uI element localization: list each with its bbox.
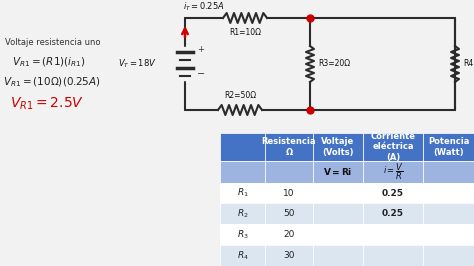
Text: R4=30Ω: R4=30Ω bbox=[463, 60, 474, 69]
Bar bbox=[313, 133, 363, 161]
Text: R2=50Ω: R2=50Ω bbox=[224, 91, 256, 100]
Text: $V_{R1} = (R1)(i_{R1})$: $V_{R1} = (R1)(i_{R1})$ bbox=[12, 55, 86, 69]
Text: 50: 50 bbox=[283, 209, 295, 218]
Text: Voltaje
(Volts): Voltaje (Volts) bbox=[321, 137, 355, 157]
Bar bbox=[220, 224, 265, 245]
Text: $R_4$: $R_4$ bbox=[237, 249, 248, 262]
Bar bbox=[363, 161, 423, 183]
Bar bbox=[220, 133, 265, 161]
Bar bbox=[423, 161, 474, 183]
Text: +: + bbox=[197, 45, 204, 55]
Bar bbox=[265, 203, 313, 224]
Bar bbox=[363, 203, 423, 224]
Text: 30: 30 bbox=[283, 251, 295, 260]
Text: $R_2$: $R_2$ bbox=[237, 208, 248, 220]
Text: $R_1$: $R_1$ bbox=[237, 187, 248, 199]
Bar bbox=[313, 161, 363, 183]
Text: Corriente
eléctrica
(A): Corriente eléctrica (A) bbox=[371, 132, 416, 162]
Bar bbox=[363, 245, 423, 266]
Bar bbox=[313, 203, 363, 224]
Text: 0.25: 0.25 bbox=[382, 189, 404, 198]
Bar bbox=[313, 224, 363, 245]
Bar bbox=[265, 183, 313, 203]
Text: R3=20Ω: R3=20Ω bbox=[318, 60, 350, 69]
Bar bbox=[423, 203, 474, 224]
Bar bbox=[423, 224, 474, 245]
Bar bbox=[313, 245, 363, 266]
Text: 20: 20 bbox=[283, 230, 295, 239]
Bar bbox=[220, 183, 265, 203]
Bar bbox=[265, 224, 313, 245]
Text: Resistencia
Ω: Resistencia Ω bbox=[262, 137, 316, 157]
Text: $i_T = 0.25A$: $i_T = 0.25A$ bbox=[183, 1, 225, 13]
Text: R1=10Ω: R1=10Ω bbox=[229, 28, 261, 37]
Text: $V_T = 18V$: $V_T = 18V$ bbox=[118, 58, 157, 70]
Bar bbox=[363, 133, 423, 161]
Bar bbox=[423, 183, 474, 203]
Text: Voltaje resistencia uno: Voltaje resistencia uno bbox=[5, 38, 100, 47]
Text: $\mathit{i} = \dfrac{V}{R}$: $\mathit{i} = \dfrac{V}{R}$ bbox=[383, 161, 403, 182]
Text: $\mathbf{V = Ri}$: $\mathbf{V = Ri}$ bbox=[323, 166, 353, 177]
Bar bbox=[363, 224, 423, 245]
Bar bbox=[423, 133, 474, 161]
Bar bbox=[423, 245, 474, 266]
Text: −: − bbox=[197, 69, 205, 79]
Bar bbox=[220, 203, 265, 224]
Text: $V_{R1} = 2.5V$: $V_{R1} = 2.5V$ bbox=[10, 96, 84, 113]
Bar bbox=[265, 245, 313, 266]
Text: $R_3$: $R_3$ bbox=[237, 228, 248, 241]
Text: 10: 10 bbox=[283, 189, 295, 198]
Bar bbox=[265, 133, 313, 161]
Bar bbox=[313, 183, 363, 203]
Bar bbox=[363, 183, 423, 203]
Text: $V_{R1} = (10\Omega)(0.25A)$: $V_{R1} = (10\Omega)(0.25A)$ bbox=[3, 75, 101, 89]
Bar bbox=[220, 245, 265, 266]
Text: Potencia
(Watt): Potencia (Watt) bbox=[428, 137, 469, 157]
Bar bbox=[265, 161, 313, 183]
Bar bbox=[220, 161, 265, 183]
Text: 0.25: 0.25 bbox=[382, 209, 404, 218]
